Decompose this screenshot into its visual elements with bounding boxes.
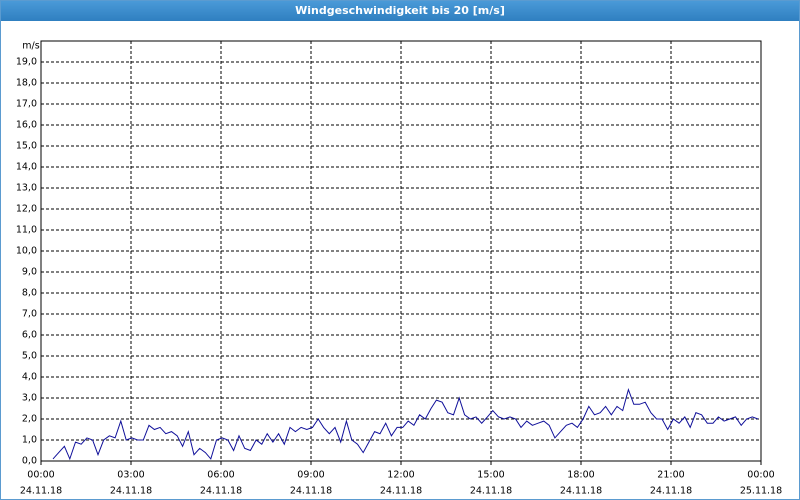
x-tick-label: 03:00 <box>117 470 144 481</box>
x-tick-label: 12:00 <box>387 470 414 481</box>
y-tick-label: 18,0 <box>16 78 37 89</box>
plot-frame <box>40 40 762 462</box>
x-tick-date: 24.11.18 <box>20 486 62 497</box>
y-tick-label: 7,0 <box>22 309 37 320</box>
y-tick-label: 15,0 <box>16 141 37 152</box>
x-tick-date: 24.11.18 <box>560 486 602 497</box>
y-tick-label: 17,0 <box>16 99 37 110</box>
y-tick-label: 1,0 <box>22 435 37 446</box>
x-tick-date: 25.11.18 <box>740 486 782 497</box>
y-tick-label: 0,0 <box>22 456 37 467</box>
y-axis-label: m/s <box>22 41 39 52</box>
data-line <box>52 387 759 461</box>
y-tick-label: 8,0 <box>22 288 37 299</box>
y-tick-label: 11,0 <box>16 225 37 236</box>
y-tick-label: 10,0 <box>16 246 37 257</box>
y-tick-label: 5,0 <box>22 351 37 362</box>
y-tick-label: 9,0 <box>22 267 37 278</box>
chart: m/s 0,0 1,0 2,0 3,0 4,0 5,0 6,0 7,0 8,0 9,0 10,0 11… <box>16 40 782 497</box>
x-tick-label: 15:00 <box>477 470 504 481</box>
x-tick-date: 24.11.18 <box>470 486 512 497</box>
y-tick-label: 3,0 <box>22 393 37 404</box>
y-tick-label: 13,0 <box>16 183 37 194</box>
x-tick-label: 09:00 <box>297 470 324 481</box>
x-tick-date: 24.11.18 <box>380 486 422 497</box>
y-tick-label: 16,0 <box>16 120 37 131</box>
y-tick-label: 12,0 <box>16 204 37 215</box>
y-tick-label: 14,0 <box>16 162 37 173</box>
title-bar: Windgeschwindigkeit bis 20 [m/s] <box>1 1 799 21</box>
y-tick-label: 4,0 <box>22 372 37 383</box>
x-tick-label: 00:00 <box>747 470 774 481</box>
x-tick-date: 24.11.18 <box>650 486 692 497</box>
chart-title: Windgeschwindigkeit bis 20 [m/s] <box>295 4 505 17</box>
x-tick-date: 24.11.18 <box>110 486 152 497</box>
x-tick-label: 18:00 <box>567 470 594 481</box>
x-tick-date: 24.11.18 <box>200 486 242 497</box>
y-tick-label: 2,0 <box>22 414 37 425</box>
x-tick-label: 06:00 <box>207 470 234 481</box>
x-tick-label: 00:00 <box>27 470 54 481</box>
y-tick-label: 6,0 <box>22 330 37 341</box>
x-tick-date: 24.11.18 <box>290 486 332 497</box>
x-tick-label: 21:00 <box>657 470 684 481</box>
y-tick-label: 19,0 <box>16 57 37 68</box>
